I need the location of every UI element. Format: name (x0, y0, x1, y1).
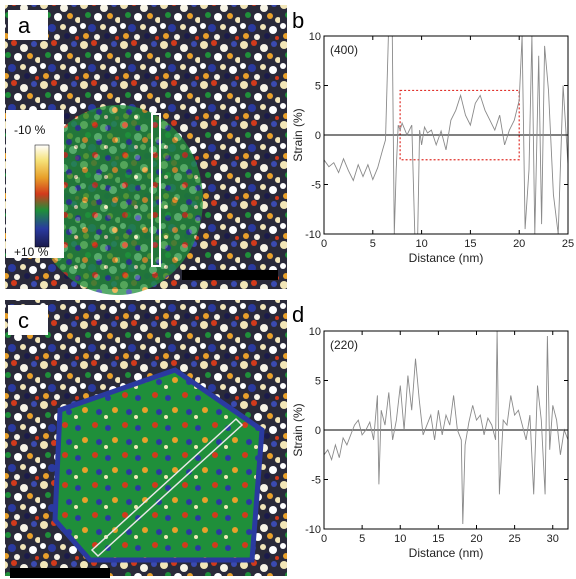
panel-c-image: c (5, 300, 287, 578)
scale-bar (182, 270, 278, 280)
x-tick-label: 10 (415, 238, 427, 250)
y-axis-label: Strain (%) (291, 403, 305, 456)
y-tick-label: 10 (309, 31, 321, 43)
colorbar-top-label: -10 % (14, 123, 46, 137)
x-tick-label: 15 (464, 238, 476, 250)
y-tick-label: -10 (305, 229, 321, 241)
y-tick-label: 10 (309, 326, 321, 338)
x-tick-label: 30 (547, 533, 559, 545)
x-axis-label: Distance (nm) (409, 251, 484, 265)
colorbar-bottom-label: +10 % (14, 245, 49, 259)
reflection-label: (400) (330, 43, 358, 57)
x-tick-label: 25 (562, 238, 574, 250)
x-tick-label: 20 (513, 238, 525, 250)
y-tick-label: 5 (315, 81, 321, 93)
panel-d-letter: d (292, 302, 304, 327)
y-axis-label: Strain (%) (291, 108, 305, 161)
y-tick-label: 5 (315, 376, 321, 388)
y-tick-label: -5 (311, 475, 321, 487)
panel-a-letter: a (18, 13, 31, 38)
y-tick-label: 0 (315, 130, 321, 142)
colorbar (35, 145, 49, 247)
x-tick-label: 25 (509, 533, 521, 545)
x-tick-label: 20 (470, 533, 482, 545)
panel-b-letter: b (292, 8, 304, 33)
x-tick-label: 10 (394, 533, 406, 545)
panel-a-image: a -10 % +10 % (5, 5, 287, 295)
x-tick-label: 0 (321, 238, 327, 250)
scale-bar (10, 568, 110, 578)
x-tick-label: 15 (432, 533, 444, 545)
x-tick-label: 5 (359, 533, 365, 545)
x-axis-label: Distance (nm) (409, 546, 484, 560)
y-tick-label: 0 (315, 425, 321, 437)
x-tick-label: 0 (321, 533, 327, 545)
series-line (324, 331, 568, 524)
x-tick-label: 5 (370, 238, 376, 250)
y-tick-label: -5 (311, 180, 321, 192)
panel-c-letter: c (18, 308, 29, 333)
reflection-label: (220) (330, 338, 358, 352)
y-tick-label: -10 (305, 524, 321, 536)
